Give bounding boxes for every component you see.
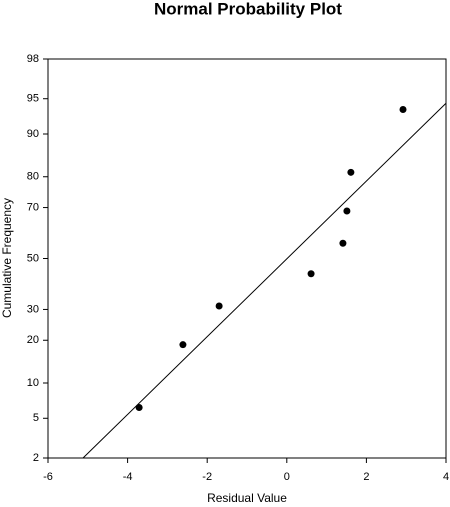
y-tick-label: 70 [27, 201, 39, 213]
y-tick-label: 98 [27, 53, 39, 65]
y-tick-label: 90 [27, 128, 39, 140]
point [343, 207, 351, 215]
y-axis-title: Cumulative Frequency [0, 198, 14, 318]
x-tick-label: -6 [43, 471, 53, 483]
y-tick-label: 50 [27, 252, 39, 264]
y-tick-label: 20 [27, 334, 39, 346]
fit-line [82, 102, 447, 459]
point [307, 270, 315, 278]
x-tick-label: 0 [284, 471, 290, 483]
point [215, 302, 223, 310]
y-tick-label: 10 [27, 377, 39, 389]
x-tick-label: 4 [443, 471, 449, 483]
plot-frame [47, 58, 447, 459]
y-tick-label: 95 [27, 93, 39, 105]
x-axis-title: Residual Value [207, 491, 287, 505]
point [399, 105, 407, 113]
y-tick-label: 5 [33, 412, 39, 424]
point [347, 168, 355, 176]
y-tick-label: 2 [33, 452, 39, 464]
x-tick-label: -2 [202, 471, 212, 483]
y-tick-label: 30 [27, 303, 39, 315]
point [179, 341, 187, 349]
y-tick-label: 80 [27, 171, 39, 183]
x-tick-label: 2 [363, 471, 369, 483]
point [135, 404, 143, 412]
x-tick-label: -4 [123, 471, 133, 483]
chart-title: Normal Probability Plot [154, 0, 342, 18]
point [339, 239, 347, 247]
